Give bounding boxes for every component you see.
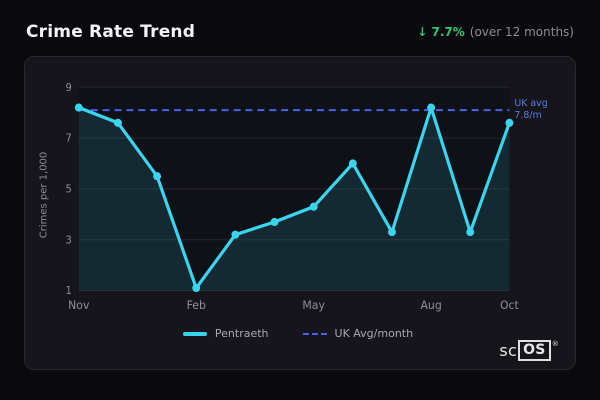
- svg-text:1: 1: [66, 286, 72, 297]
- trend-value: ↓ 7.7%: [417, 25, 465, 39]
- svg-text:7: 7: [66, 134, 72, 145]
- svg-text:Oct: Oct: [500, 299, 520, 312]
- legend-label: UK Avg/month: [334, 327, 414, 340]
- y-axis-label: Crimes per 1,000: [38, 151, 50, 239]
- legend-item-pentraeth[interactable]: Pentraeth: [182, 327, 269, 340]
- logo-box: OS: [518, 340, 551, 361]
- chart-panel: Crimes per 1,000 1 3 5 7 9 Nov Feb May Aug Oct UK …: [24, 56, 576, 370]
- svg-text:5: 5: [66, 184, 72, 195]
- legend-swatch-line: [182, 331, 207, 336]
- y-axis-label-wrap: Crimes per 1,000: [35, 73, 53, 317]
- logo-registered-mark: ®: [551, 340, 559, 348]
- svg-text:Nov: Nov: [68, 299, 90, 312]
- page-title: Crime Rate Trend: [26, 22, 196, 42]
- logo-prefix: sc: [499, 341, 518, 360]
- svg-text:7.8/m: 7.8/m: [514, 110, 541, 121]
- svg-text:9: 9: [66, 83, 72, 94]
- svg-text:Feb: Feb: [187, 299, 206, 312]
- svg-text:May: May: [302, 299, 325, 312]
- legend-label: Pentraeth: [214, 327, 269, 340]
- chart-legend: Pentraeth UK Avg/month: [35, 327, 561, 340]
- scos-logo: sc OS ®: [499, 340, 559, 361]
- page-header: Crime Rate Trend ↓ 7.7% (over 12 months): [0, 0, 600, 56]
- legend-swatch-dashed: [302, 332, 327, 335]
- trend-caption: (over 12 months): [469, 25, 574, 39]
- trend-indicator: ↓ 7.7% (over 12 months): [417, 25, 574, 39]
- svg-text:3: 3: [66, 235, 72, 246]
- chart-row: Crimes per 1,000 1 3 5 7 9 Nov Feb May Aug Oct UK …: [35, 73, 561, 317]
- svg-text:UK avg: UK avg: [514, 98, 547, 109]
- svg-text:Aug: Aug: [420, 299, 441, 312]
- chart-area: 1 3 5 7 9 Nov Feb May Aug Oct UK avg 7.8/m: [53, 73, 561, 317]
- legend-item-uk-avg[interactable]: UK Avg/month: [302, 327, 414, 340]
